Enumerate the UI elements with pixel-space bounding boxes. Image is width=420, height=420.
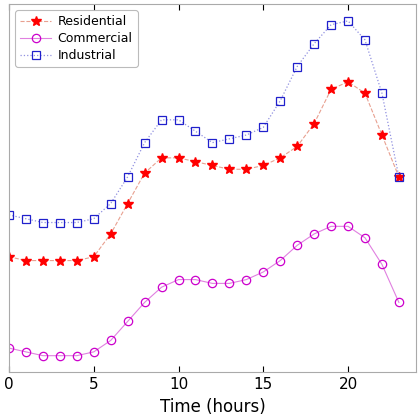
Commercial: [244, 277, 249, 282]
Industrial: [108, 201, 113, 206]
Commercial: [108, 338, 113, 343]
Industrial: [125, 174, 130, 179]
Industrial: [328, 22, 333, 27]
Residential: [362, 91, 368, 96]
Residential: [396, 174, 402, 179]
Commercial: [346, 224, 351, 229]
Residential: [108, 231, 113, 236]
Industrial: [244, 133, 249, 138]
Industrial: [57, 220, 62, 225]
Residential: [210, 163, 215, 168]
Residential: [91, 254, 96, 259]
Industrial: [278, 98, 283, 103]
Commercial: [142, 300, 147, 305]
Industrial: [210, 140, 215, 145]
Industrial: [6, 213, 11, 218]
Residential: [312, 121, 317, 126]
Commercial: [362, 235, 368, 240]
Industrial: [227, 136, 232, 142]
Residential: [278, 155, 283, 160]
Industrial: [379, 91, 384, 96]
Residential: [193, 159, 198, 164]
Industrial: [193, 129, 198, 134]
Industrial: [362, 37, 368, 42]
Commercial: [159, 285, 164, 290]
Residential: [159, 155, 164, 160]
Commercial: [6, 346, 11, 351]
Commercial: [295, 243, 300, 248]
Commercial: [74, 353, 79, 358]
Commercial: [261, 270, 266, 275]
Residential: [142, 171, 147, 176]
X-axis label: Time (hours): Time (hours): [160, 398, 265, 416]
Industrial: [91, 216, 96, 221]
Commercial: [57, 353, 62, 358]
Residential: [125, 201, 130, 206]
Residential: [24, 258, 29, 263]
Commercial: [91, 349, 96, 354]
Line: Industrial: Industrial: [5, 17, 403, 227]
Commercial: [176, 277, 181, 282]
Industrial: [142, 140, 147, 145]
Commercial: [379, 262, 384, 267]
Commercial: [328, 224, 333, 229]
Residential: [57, 258, 62, 263]
Industrial: [159, 117, 164, 122]
Residential: [379, 133, 384, 138]
Industrial: [24, 216, 29, 221]
Industrial: [396, 174, 402, 179]
Commercial: [210, 281, 215, 286]
Residential: [74, 258, 79, 263]
Legend: Residential, Commercial, Industrial: Residential, Commercial, Industrial: [15, 10, 138, 67]
Industrial: [40, 220, 45, 225]
Industrial: [346, 18, 351, 24]
Commercial: [24, 349, 29, 354]
Residential: [176, 155, 181, 160]
Industrial: [312, 41, 317, 46]
Residential: [6, 254, 11, 259]
Commercial: [227, 281, 232, 286]
Industrial: [261, 125, 266, 130]
Industrial: [295, 64, 300, 69]
Commercial: [278, 258, 283, 263]
Industrial: [176, 117, 181, 122]
Residential: [227, 167, 232, 172]
Residential: [328, 87, 333, 92]
Residential: [261, 163, 266, 168]
Line: Commercial: Commercial: [5, 222, 403, 360]
Commercial: [40, 353, 45, 358]
Industrial: [74, 220, 79, 225]
Residential: [40, 258, 45, 263]
Commercial: [193, 277, 198, 282]
Line: Residential: Residential: [4, 77, 404, 265]
Commercial: [396, 300, 402, 305]
Commercial: [312, 231, 317, 236]
Residential: [244, 167, 249, 172]
Residential: [346, 79, 351, 84]
Commercial: [125, 319, 130, 324]
Residential: [295, 144, 300, 149]
